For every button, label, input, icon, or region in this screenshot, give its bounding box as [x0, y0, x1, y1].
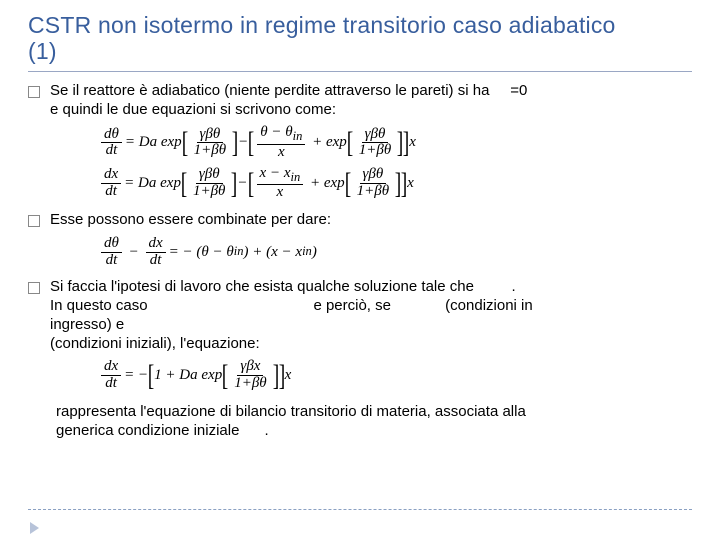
equation-block-3: dxdt = − [ 1 + Da exp [ γβx1+βθ ] ] x — [98, 359, 692, 392]
bracket-left-icon: [ — [248, 134, 255, 152]
eq-frac-num: dθ — [101, 236, 122, 253]
eq-frac-num: γβθ — [197, 127, 224, 144]
bracket-left-icon: [ — [181, 134, 188, 152]
eq-part: − — [238, 131, 248, 154]
slide-title: CSTR non isotermo in regime transitorio … — [28, 12, 692, 65]
play-arrow-icon — [30, 522, 39, 534]
eq-frac-den: dt — [102, 376, 120, 392]
title-line-2: (1) — [28, 38, 57, 64]
eq-frac-den: 1+βθ — [231, 376, 269, 392]
equation-block-1: dθdt = Da exp [ γβθ1+βθ ] − [ θ − θinx +… — [98, 125, 692, 201]
eq-frac-num: γβθ — [360, 167, 387, 184]
bullet-3-part-b: In questo caso — [50, 297, 148, 314]
bracket-right-icon: ] — [403, 134, 410, 152]
bullet-3-text: Si faccia l'ipotesi di lavoro che esista… — [50, 278, 692, 353]
eq-frac-den: x — [275, 145, 288, 161]
eq-part: = Da exp — [125, 131, 182, 154]
bracket-left-icon: [ — [181, 175, 188, 193]
bracket-left-icon: [ — [344, 175, 351, 193]
eq-part: x — [285, 364, 292, 387]
equation-block-2: dθdt − dxdt = − (θ − θin ) + (x − xin ) — [98, 236, 692, 269]
eq-4: dxdt = − [ 1 + Da exp [ γβx1+βθ ] ] x — [98, 359, 692, 392]
bullet-box-icon — [28, 215, 40, 227]
eq-frac-den: x — [274, 185, 287, 201]
bracket-left-icon: [ — [148, 367, 155, 385]
bullet-3-part-a: Si faccia l'ipotesi di lavoro che esista… — [50, 278, 474, 295]
bracket-right-icon: ] — [231, 175, 238, 193]
bracket-left-icon: [ — [247, 175, 254, 193]
eq-sub: in — [293, 129, 303, 143]
eq-1: dθdt = Da exp [ γβθ1+βθ ] − [ θ − θinx +… — [98, 125, 692, 160]
eq-frac-den: dt — [102, 184, 120, 200]
bullet-3-post: rappresenta l'equazione di bilancio tran… — [56, 402, 692, 440]
bracket-left-icon: [ — [222, 367, 229, 385]
post-line-1: rappresenta l'equazione di bilancio tran… — [56, 403, 526, 420]
bullet-1-part-c: e quindi le due equazioni si scrivono co… — [50, 101, 336, 118]
eq-frac-num: γβθ — [362, 127, 389, 144]
eq-frac-den: 1+βθ — [191, 143, 229, 159]
bullet-3-part-c: e perciò, se — [313, 297, 391, 314]
bracket-left-icon: [ — [347, 134, 354, 152]
dot: . — [264, 422, 268, 439]
eq-frac-den: 1+βθ — [356, 143, 394, 159]
eq-sub: in — [302, 242, 312, 261]
eq-frac-den: 1+βθ — [190, 184, 228, 200]
eq-part: x — [409, 131, 416, 154]
bullet-box-icon — [28, 282, 40, 294]
bullet-1-part-a: Se il reattore è adiabatico (niente perd… — [50, 82, 489, 99]
post-line-2: generica condizione iniziale — [56, 422, 239, 439]
eq-part: − — [237, 172, 247, 195]
eq-frac-num: dθ — [101, 127, 122, 144]
bullet-box-icon — [28, 86, 40, 98]
bullet-1: Se il reattore è adiabatico (niente perd… — [28, 82, 692, 120]
eq-3: dθdt − dxdt = − (θ − θin ) + (x − xin ) — [98, 236, 692, 269]
bullet-3-part-d: (condizioni in — [445, 297, 533, 314]
eq-2: dxdt = Da exp [ γβθ1+βθ ] − [ x − xinx +… — [98, 166, 692, 201]
eq-frac-den: dt — [147, 253, 165, 269]
eq-frac-den: 1+βθ — [354, 184, 392, 200]
eq-frac-num: γβx — [237, 359, 263, 376]
eq-frac-num: dx — [101, 167, 121, 184]
bullet-3-part-e: ingresso) e — [50, 316, 124, 333]
dot: . — [511, 278, 515, 295]
title-underline — [28, 71, 692, 72]
eq-part: = Da exp — [124, 172, 181, 195]
eq-sub: in — [234, 242, 244, 261]
title-line-1: CSTR non isotermo in regime transitorio … — [28, 12, 616, 38]
eq-part: = − — [124, 364, 148, 387]
bullet-2-text: Esse possono essere combinate per dare: — [50, 211, 692, 230]
eq-frac-num: γβθ — [196, 167, 223, 184]
eq-sub: in — [290, 170, 300, 184]
eq-frac-den: dt — [103, 143, 121, 159]
bullet-2: Esse possono essere combinate per dare: — [28, 211, 692, 230]
bracket-right-icon: ] — [278, 367, 285, 385]
bullet-3-part-f: (condizioni iniziali), l'equazione: — [50, 335, 260, 352]
eq-frac-num: dx — [146, 236, 166, 253]
bracket-right-icon: ] — [232, 134, 239, 152]
bullet-3: Si faccia l'ipotesi di lavoro che esista… — [28, 278, 692, 353]
eq-frac-num: dx — [101, 359, 121, 376]
eq-part: x — [407, 172, 414, 195]
bullet-1-part-b: =0 — [510, 82, 527, 99]
eq-frac-num: x − x — [260, 165, 291, 181]
eq-part: ) — [312, 241, 317, 264]
bullet-1-text: Se il reattore è adiabatico (niente perd… — [50, 82, 692, 120]
eq-part: = − (θ − θ — [169, 241, 234, 264]
bracket-right-icon: ] — [401, 175, 408, 193]
body: Se il reattore è adiabatico (niente perd… — [28, 82, 692, 440]
footer-divider — [28, 509, 692, 510]
eq-frac-num: θ − θ — [260, 124, 292, 140]
eq-frac-den: dt — [103, 253, 121, 269]
eq-part: 1 + Da exp — [154, 364, 222, 387]
eq-part: ) + (x − x — [244, 241, 303, 264]
